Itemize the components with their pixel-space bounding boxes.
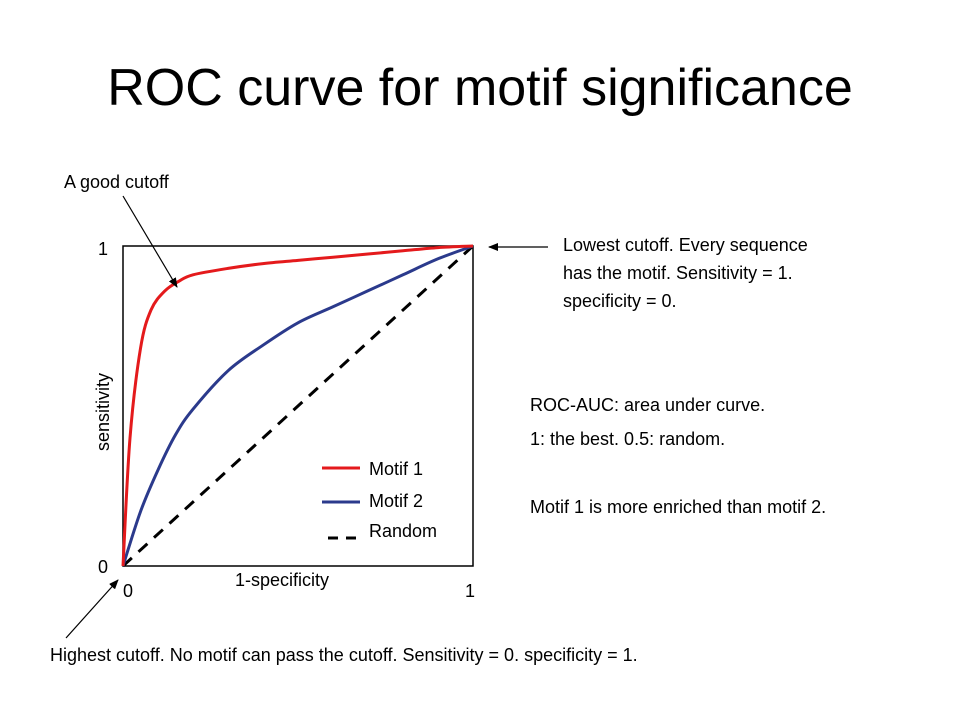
- y-tick-label: 1: [98, 239, 108, 259]
- legend-label-motif2: Motif 2: [369, 491, 423, 511]
- x-tick-label: 0: [123, 581, 133, 601]
- x-tick-label: 1: [465, 581, 475, 601]
- y-axis-label: sensitivity: [93, 373, 113, 451]
- highest-cutoff-note: Highest cutoff. No motif can pass the cu…: [50, 645, 638, 665]
- lowest-cutoff-note: Lowest cutoff. Every sequence has the mo…: [563, 231, 808, 315]
- legend-label-random: Random: [369, 521, 437, 541]
- slide-title: ROC curve for motif significance: [107, 59, 853, 117]
- series-line-motif-2: [121, 244, 474, 567]
- auc-note-line1: ROC-AUC: area under curve.: [530, 395, 766, 415]
- good-cutoff-arrow: [122, 195, 178, 288]
- lowest-cutoff-line: Lowest cutoff. Every sequence: [563, 235, 808, 255]
- good-cutoff-label: A good cutoff: [64, 172, 169, 192]
- lowest-cutoff-line: has the motif. Sensitivity = 1.: [563, 263, 793, 283]
- lowest-cutoff-line: specificity = 0.: [563, 291, 677, 311]
- legend: Motif 1 Motif 2 Random: [322, 459, 437, 541]
- plot-frame: [122, 245, 474, 567]
- series-layer: [121, 244, 475, 568]
- enriched-note: Motif 1 is more enriched than motif 2.: [530, 497, 827, 517]
- x-axis-label: 1-specificity: [235, 570, 329, 590]
- series-line-motif-1: [121, 244, 474, 567]
- y-tick-label: 0: [98, 557, 108, 577]
- legend-label-motif1: Motif 1: [369, 459, 423, 479]
- auc-note-line2: 1: the best. 0.5: random.: [530, 429, 726, 449]
- highest-cutoff-arrow: [65, 579, 119, 639]
- series-line-random: [121, 244, 475, 568]
